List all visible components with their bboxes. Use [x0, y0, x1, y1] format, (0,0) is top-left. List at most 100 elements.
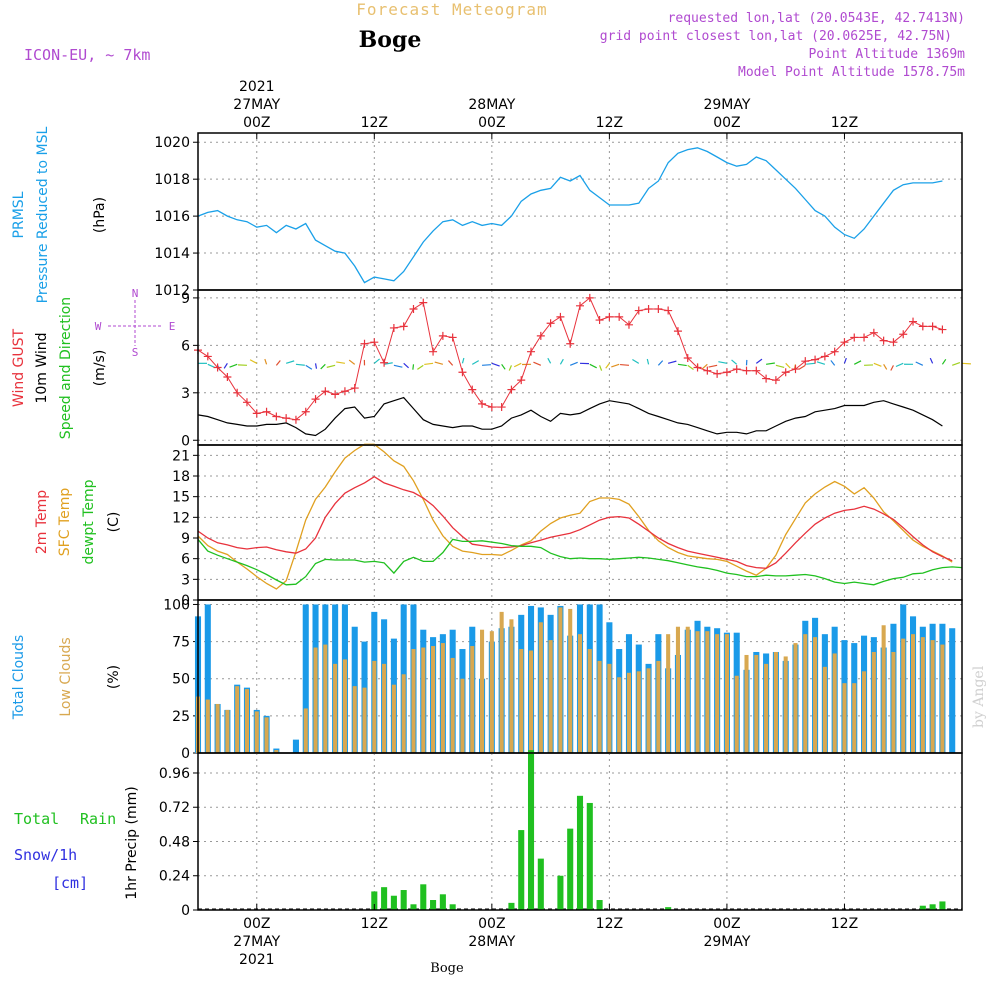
y-tick-label: 1014 [154, 246, 190, 262]
gust-point [301, 407, 310, 416]
gust-point [909, 317, 918, 326]
low-cloud-bar [372, 660, 377, 753]
gust-point [360, 339, 369, 348]
rain-bar [420, 884, 427, 910]
wind-direction-arrow [853, 360, 862, 365]
wind-direction-arrow [599, 365, 603, 371]
y-tick-label: 6 [181, 338, 190, 354]
y-tick-label: 1018 [154, 172, 190, 188]
top-tick-label: 28MAY [468, 97, 515, 113]
wind-direction-arrow [412, 364, 415, 370]
wind-direction-arrow [929, 357, 934, 364]
low-cloud-bar [303, 708, 308, 753]
gust-point [448, 333, 457, 342]
low-cloud-bar [744, 654, 749, 753]
low-clouds-label: Low Clouds [58, 637, 74, 716]
top-tick-label: 12Z [831, 115, 858, 131]
wind-direction-arrow [646, 358, 650, 365]
y-tick-label: 9 [181, 291, 190, 307]
low-cloud-bar [519, 649, 524, 753]
low-cloud-bar [254, 711, 259, 753]
rain-bar [439, 894, 446, 910]
rain-bar [508, 902, 515, 910]
low-cloud-bar [940, 644, 945, 753]
y-tick-label: 3 [181, 386, 190, 402]
gust-point [673, 327, 682, 336]
gust-point [634, 306, 643, 315]
rain-bar [929, 904, 936, 910]
y-tick-label: 1020 [154, 135, 190, 151]
requested-coords: requested lon,lat (20.0543E, 42.7413N) [668, 11, 965, 26]
wind-direction-arrow [336, 361, 346, 364]
gust-point [752, 366, 761, 375]
wind-direction-arrow [569, 361, 578, 366]
low-cloud-bar [862, 671, 867, 753]
low-cloud-bar [783, 656, 788, 753]
compass-s: S [132, 346, 139, 359]
panel-frame [197, 289, 963, 446]
wind-speed-line [197, 396, 943, 437]
gust-point [527, 347, 536, 356]
y-tick-label: 0.24 [159, 869, 190, 885]
low-cloud-bar [734, 675, 739, 753]
footer-location: Boge [430, 961, 464, 976]
gust-point [233, 388, 242, 397]
low-cloud-bar [705, 631, 710, 753]
wind-direction-arrow [687, 364, 694, 370]
temp-2m-line [197, 475, 953, 569]
low-cloud-bar [871, 651, 876, 753]
wind-direction-arrow [559, 358, 564, 365]
gust-point [899, 330, 908, 339]
panel-temperature: 0 3 6 9 12 15 18 21 [172, 443, 963, 609]
gust-point [556, 312, 565, 321]
gust-point [889, 338, 898, 347]
low-cloud-bar [382, 663, 387, 753]
wind-direction-arrow [785, 362, 791, 369]
rain-bar [371, 891, 378, 910]
rain-bar [400, 890, 407, 910]
panel-frame [197, 132, 963, 291]
rain-bar [518, 830, 525, 910]
low-cloud-bar [773, 651, 778, 753]
low-cloud-bar [813, 637, 818, 753]
low-cloud-bar [666, 634, 671, 753]
wind-direction-arrow [915, 361, 924, 366]
wind-direction-arrow [424, 362, 434, 366]
gust-point [713, 369, 722, 378]
gust-point [272, 412, 281, 421]
bottom-tick-label: 29MAY [703, 934, 750, 950]
rain-bar [430, 900, 437, 910]
top-tick-label: 12Z [596, 115, 623, 131]
low-cloud-bar [930, 640, 935, 753]
wind-direction-arrow [229, 363, 238, 368]
low-cloud-bar [215, 703, 220, 753]
wind-direction-arrow [657, 360, 664, 366]
gust-point [419, 298, 428, 307]
y-tick-label: 25 [172, 709, 190, 725]
gust-point [654, 304, 663, 313]
low-cloud-bar [558, 607, 563, 753]
low-cloud-bar [803, 634, 808, 753]
gust-point [331, 390, 340, 399]
gust-point [546, 319, 555, 328]
snow-label: Snow/1h [14, 846, 77, 864]
y-tick-label: 50 [172, 672, 190, 688]
bottom-tick-label: 00Z [713, 916, 740, 932]
chart-panels: 1012101410161018102003690369121518210255… [154, 79, 971, 968]
gust-point [429, 347, 438, 356]
y-tick-label: 12 [172, 510, 190, 526]
gust-point [517, 376, 526, 385]
low-cloud-bar [313, 647, 318, 753]
gust-point [938, 325, 947, 334]
temp-sfc-label: SFC Temp [57, 488, 73, 557]
gust-point [399, 322, 408, 331]
gust-point [605, 312, 614, 321]
gust-point [438, 331, 447, 340]
gust-point [311, 395, 320, 404]
wind-direction-arrow [883, 364, 888, 370]
wind-direction-arrow [447, 360, 454, 366]
model-label: ICON-EU, ~ 7km [24, 46, 150, 64]
panel-wind: 0 3 6 9 [181, 290, 971, 449]
low-cloud-bar [715, 634, 720, 753]
low-cloud-bar [587, 649, 592, 753]
